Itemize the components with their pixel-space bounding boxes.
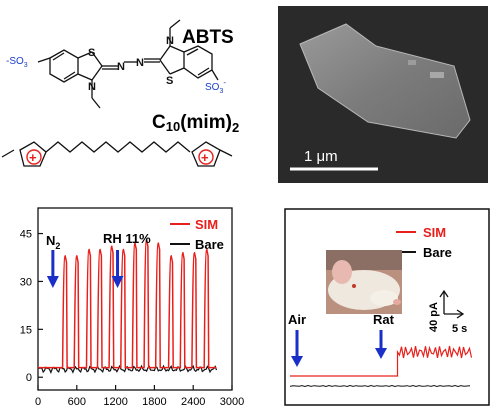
svg-text:N: N — [117, 61, 125, 73]
sem-image: 1 μm — [278, 6, 488, 183]
y-tick-label: 0 — [26, 372, 32, 384]
chemical-structures: ABTS -SO3 SO3- S N N N N — [1, 19, 239, 167]
x-tick-label: 600 — [68, 396, 86, 408]
legend-sim-label: SIM — [195, 217, 218, 232]
rat-photo — [326, 250, 402, 314]
humidity-response-chart: 0 15 30 45 0 600 1200 1800 2400 3000 SIM Bare N2… — [20, 207, 244, 408]
c10mim2-label: C10(mim)2 — [152, 112, 239, 135]
n2-annotation: N2 — [46, 233, 60, 251]
arrow-head — [111, 276, 124, 288]
plot-lines — [289, 345, 473, 388]
svg-text:N: N — [88, 81, 96, 93]
y-tick-label: 30 — [20, 276, 32, 288]
abts-label: ABTS — [182, 27, 234, 48]
scale-x-label: 5 s — [452, 323, 467, 335]
arrows — [46, 250, 124, 288]
air-annotation: Air — [288, 312, 306, 327]
svg-text:N: N — [166, 35, 174, 47]
arrows — [291, 330, 387, 367]
legend-bare-label: Bare — [195, 237, 224, 252]
svg-text:S: S — [166, 75, 173, 87]
plot-lines — [37, 239, 218, 374]
y-tick-label: 45 — [20, 229, 32, 241]
series-sim — [37, 239, 217, 369]
y-tick-label: 15 — [20, 324, 32, 336]
plot-frame — [37, 207, 233, 391]
series-bare — [289, 384, 471, 388]
abts-skeleton — [37, 19, 219, 109]
scale-bar-label: 1 μm — [304, 148, 338, 165]
crystal-shape — [299, 23, 471, 139]
imidazolium-charges: + + — [26, 149, 214, 165]
x-tick-label: 1200 — [103, 396, 127, 408]
scale-y-label: 40 pA — [428, 302, 440, 332]
x-tick-label: 0 — [35, 396, 41, 408]
svg-text:+: + — [29, 150, 37, 165]
svg-text:+: + — [201, 150, 209, 165]
y-axis: 0 15 30 45 — [20, 229, 43, 384]
legend: SIM Bare — [170, 217, 224, 252]
right-sulfonate-label: SO3- — [205, 78, 226, 95]
arrow-head — [46, 276, 59, 288]
x-tick-label: 2400 — [181, 396, 205, 408]
legend-bare-label: Bare — [423, 245, 452, 260]
x-tick-label: 3000 — [220, 396, 244, 408]
imidazolium-skeleton — [1, 141, 233, 167]
legend-sim-label: SIM — [423, 225, 446, 240]
x-tick-label: 1800 — [142, 396, 166, 408]
rh-annotation: RH 11% — [103, 231, 151, 246]
scale-indicator: 40 pA 5 s — [428, 289, 467, 335]
x-axis: 0 600 1200 1800 2400 3000 — [35, 385, 244, 408]
series-sim — [290, 345, 473, 377]
left-sulfonate-label: -SO3 — [6, 56, 28, 69]
svg-text:N: N — [136, 57, 144, 69]
rat-breath-chart: SIM Bare 40 pA 5 s Air Rat — [284, 208, 490, 406]
svg-text:S: S — [88, 47, 95, 59]
rat-annotation: Rat — [373, 312, 395, 327]
abts-heteroatoms: S N N N N S — [88, 35, 174, 93]
